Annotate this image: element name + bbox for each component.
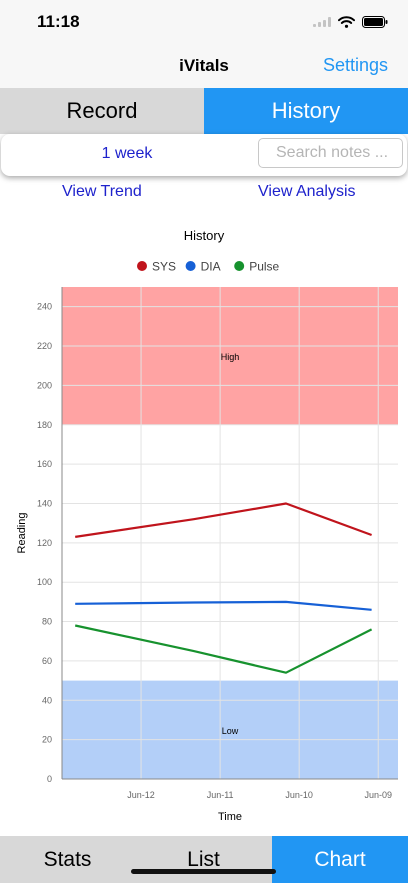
y-tick-label: 200 xyxy=(37,380,52,390)
y-tick-label: 40 xyxy=(42,695,52,705)
x-axis-label: Time xyxy=(218,811,242,823)
legend-label-dia: DIA xyxy=(201,260,221,274)
y-axis-label: Reading xyxy=(16,513,28,554)
y-tick-label: 100 xyxy=(37,577,52,587)
app-title: iVitals xyxy=(179,56,229,75)
tab-history[interactable]: History xyxy=(204,88,408,134)
series-line-pulse xyxy=(74,624,373,674)
view-trend-link[interactable]: View Trend xyxy=(62,183,142,200)
series-line-dia xyxy=(75,600,372,611)
series-line-sys xyxy=(75,502,372,538)
x-tick-label: Jun-10 xyxy=(285,790,313,800)
x-tick-label: Jun-12 xyxy=(127,790,155,800)
chart-title: History xyxy=(184,228,225,243)
legend-label-sys: SYS xyxy=(152,260,176,274)
status-icons xyxy=(313,13,388,31)
x-tick-label: Jun-11 xyxy=(207,790,234,800)
y-tick-label: 80 xyxy=(42,617,52,627)
legend-marker-pulse xyxy=(234,261,245,271)
settings-button[interactable]: Settings xyxy=(322,55,388,75)
x-tick-label: Jun-09 xyxy=(364,790,392,800)
status-bar: 11:18 xyxy=(0,0,408,44)
y-tick-label: 160 xyxy=(37,459,52,469)
y-tick-label: 60 xyxy=(42,656,52,666)
legend-label-pulse: Pulse xyxy=(249,260,279,274)
filter-bar: 1 week xyxy=(1,134,407,176)
cellular-signal-icon xyxy=(313,17,331,27)
band-high xyxy=(62,287,398,425)
status-time: 11:18 xyxy=(37,12,80,31)
y-tick-label: 220 xyxy=(37,341,52,351)
band-low xyxy=(62,680,398,779)
y-tick-label: 180 xyxy=(37,420,52,430)
tab-record[interactable]: Record xyxy=(0,88,204,134)
search-notes-input[interactable] xyxy=(258,138,403,168)
band-label-low: Low xyxy=(222,726,239,736)
period-selector[interactable]: 1 week xyxy=(101,145,153,162)
y-tick-label: 140 xyxy=(37,498,52,508)
legend-marker-sys xyxy=(137,261,147,271)
y-tick-label: 0 xyxy=(47,774,52,784)
wifi-icon xyxy=(338,16,355,28)
tab-stats[interactable]: Stats xyxy=(0,836,135,883)
battery-icon xyxy=(362,16,388,28)
y-tick-label: 240 xyxy=(37,302,52,312)
navigation-bar: iVitals Settings xyxy=(0,44,408,89)
tab-chart[interactable]: Chart xyxy=(272,836,408,883)
y-tick-label: 120 xyxy=(37,538,52,548)
tab-list[interactable]: List xyxy=(135,836,272,883)
y-tick-label: 20 xyxy=(42,735,52,745)
band-label-high: High xyxy=(221,352,240,362)
bottom-tab-bar: Stats List Chart xyxy=(0,836,408,883)
view-analysis-link[interactable]: View Analysis xyxy=(258,183,356,200)
history-chart: History SYS DIA Pulse High Low 0 20 40 60 80 100 120… xyxy=(16,228,398,823)
home-indicator xyxy=(131,869,276,874)
legend-marker-dia xyxy=(185,261,196,271)
